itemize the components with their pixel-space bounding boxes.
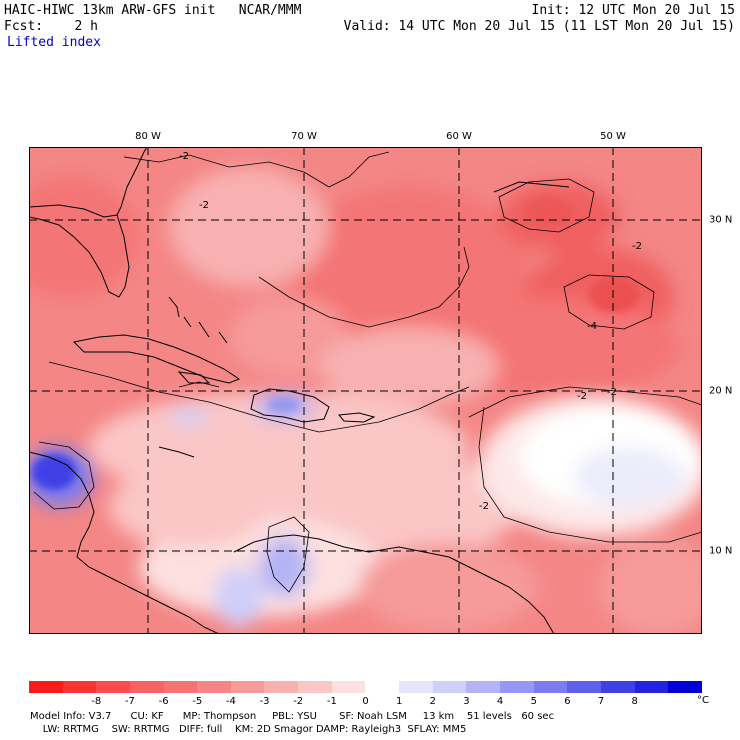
colorbar-tick-label: -7 [124, 696, 135, 707]
contour-label: -2 [179, 151, 189, 162]
colorbar-swatch [432, 681, 467, 693]
colorbar-swatch [365, 681, 400, 693]
colorbar-swatch [62, 681, 97, 693]
colorbar-tick-label: 1 [395, 696, 403, 707]
lat-label-30n: 30 N [709, 214, 733, 226]
colorbar-tick-label: -3 [259, 696, 270, 707]
colorbar-tick-label: 7 [597, 696, 605, 707]
contour-lines [33, 151, 702, 593]
contour-label: -2 [479, 501, 489, 512]
colorbar-tick-label: -4 [225, 696, 236, 707]
contour-label: -2 [607, 387, 617, 398]
colorbar-swatch [29, 681, 63, 693]
colorbar-swatch [230, 681, 265, 693]
colorbar-tick-label: 8 [631, 696, 638, 707]
lat-lon-grid [29, 147, 702, 634]
lon-label-80w: 80 W [135, 131, 161, 142]
colorbar-swatch [96, 681, 130, 693]
colorbar-swatch [600, 681, 635, 693]
lon-label-70w: 70 W [291, 131, 317, 142]
contour-label: -2 [199, 200, 209, 211]
colorbar-tick-label: -5 [192, 696, 203, 707]
contour-label: -2 [632, 241, 642, 252]
lon-label-60w: 60 W [446, 131, 472, 142]
colorbar-tick-label: 6 [564, 696, 571, 707]
plot-title: HAIC-HIWC 13km ARW-GFS init NCAR/MMM [4, 3, 302, 18]
lat-label-20n: 20 N [709, 385, 733, 397]
init-time: Init: 12 UTC Mon 20 Jul 15 [531, 3, 736, 18]
colorbar-swatch [129, 681, 164, 693]
colorbar-tick-label: 3 [463, 696, 470, 707]
valid-time: Valid: 14 UTC Mon 20 Jul 15 (11 LST Mon … [343, 19, 735, 34]
colorbar [29, 681, 702, 693]
colorbar-swatch [499, 681, 534, 693]
lon-label-50w: 50 W [600, 131, 626, 142]
colorbar-tick-label: 0 [362, 696, 369, 707]
colorbar-swatch [264, 681, 299, 693]
colorbar-tick-label: -2 [293, 696, 304, 707]
forecast-hour: Fcst: 2 h [4, 19, 98, 34]
colorbar-swatch [533, 681, 568, 693]
colorbar-swatch [668, 681, 702, 693]
colorbar-tick-label: 5 [530, 696, 537, 707]
colorbar-swatch [466, 681, 500, 693]
lifted-index-map: -2 -2 -2 -2 -2 -4 -2 [29, 147, 702, 634]
field-shading [29, 167, 702, 634]
colorbar-swatch [331, 681, 366, 693]
colorbar-swatch [298, 681, 332, 693]
colorbar-tick-label: 2 [429, 696, 436, 707]
map-frame [29, 147, 702, 634]
colorbar-swatch [163, 681, 198, 693]
contour-label: -2 [577, 391, 587, 402]
colorbar-swatch [567, 681, 601, 693]
field-name: Lifted index [7, 35, 101, 50]
colorbar-swatch [197, 681, 231, 693]
colorbar-tick-label: -1 [326, 696, 337, 707]
coastlines [29, 147, 570, 634]
colorbar-tick-label: 4 [496, 696, 504, 707]
colorbar-unit: °C [697, 695, 709, 706]
colorbar-tick-label: -6 [158, 696, 169, 707]
footer-model-info: Model Info: V3.7 CU: KF MP: Thompson PBL… [30, 711, 555, 722]
colorbar-tick-label: -8 [91, 696, 102, 707]
colorbar-swatch [399, 681, 433, 693]
lat-label-10n: 10 N [709, 545, 733, 557]
footer-physics: LW: RRTMG SW: RRTMG DIFF: full KM: 2D Sm… [30, 724, 467, 735]
colorbar-swatch [634, 681, 669, 693]
contour-label: -4 [587, 321, 597, 332]
